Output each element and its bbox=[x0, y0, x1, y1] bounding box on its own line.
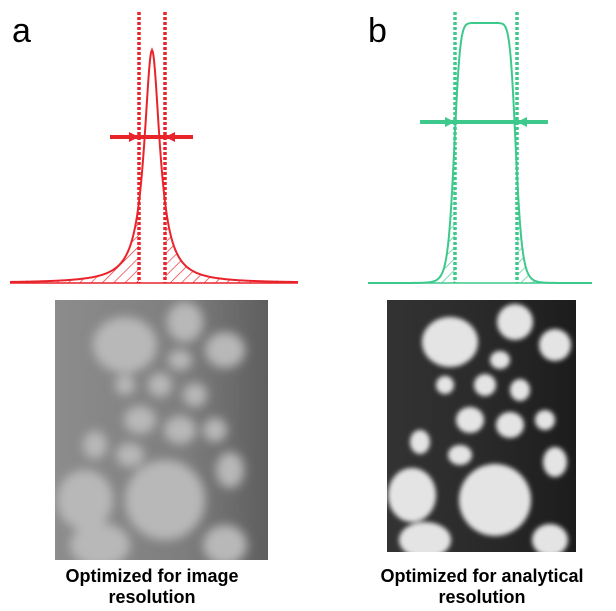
caption-line: resolution bbox=[108, 587, 195, 607]
profile-b bbox=[368, 0, 592, 283]
profile-curve bbox=[10, 50, 298, 282]
hatch bbox=[165, 0, 298, 283]
profile-a bbox=[10, 0, 298, 283]
caption-line: Optimized for image bbox=[65, 566, 238, 586]
figure: a b Optimized bbox=[0, 0, 616, 611]
hatch bbox=[517, 0, 592, 283]
profile-curve bbox=[368, 23, 592, 283]
panel-letter: a bbox=[12, 12, 31, 50]
micrograph-b bbox=[387, 300, 576, 558]
micrograph-a bbox=[55, 300, 268, 567]
caption-line: Optimized for analytical bbox=[380, 566, 583, 586]
panel-letter: b bbox=[368, 12, 387, 50]
caption-line: resolution bbox=[438, 587, 525, 607]
page: a b Optimized bbox=[0, 0, 616, 611]
